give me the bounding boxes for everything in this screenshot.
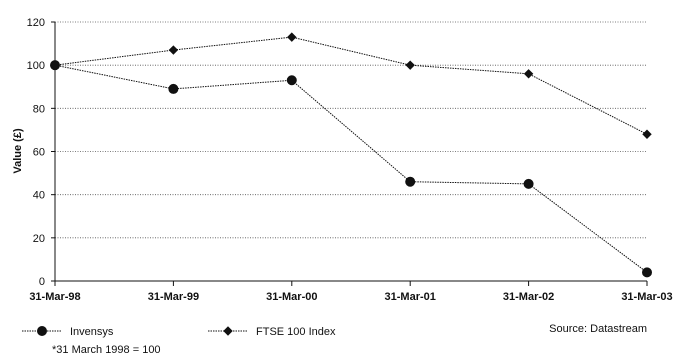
x-tick-label: 31-Mar-03 — [621, 291, 672, 303]
data-point-invensys — [286, 75, 297, 86]
y-tick-label: 0 — [39, 276, 45, 288]
y-tick-label: 80 — [33, 103, 45, 115]
legend-item-invensys: Invensys — [22, 326, 114, 338]
y-axis-label: Value (£) — [12, 128, 24, 174]
y-tick-label: 20 — [33, 233, 45, 245]
data-point-ftse-100-index — [168, 45, 179, 55]
data-point-invensys — [642, 267, 652, 278]
x-ticks: 31-Mar-98 31-Mar-99 31-Mar-00 31-Mar-01 31-M… — [29, 281, 673, 303]
legend-label: FTSE 100 Index — [256, 326, 336, 338]
x-tick-label: 31-Mar-02 — [503, 291, 554, 303]
data-point-ftse-100-index — [287, 32, 297, 42]
y-tick-label: 120 — [27, 17, 45, 29]
data-point-ftse-100-index — [405, 60, 415, 70]
x-tick-label: 31-Mar-98 — [29, 291, 80, 303]
legend-marker — [37, 326, 47, 336]
legend-marker — [223, 326, 233, 336]
y-tick-label: 40 — [33, 190, 45, 202]
series-ftse-100-index — [50, 32, 652, 139]
series-invensys — [50, 60, 652, 278]
y-tick-label: 100 — [27, 60, 45, 72]
gridlines — [55, 21, 647, 239]
source-note: Source: Datastream — [549, 323, 647, 335]
data-point-invensys — [405, 176, 416, 187]
x-tick-label: 31-Mar-01 — [385, 291, 436, 303]
x-tick-label: 31-Mar-99 — [148, 291, 199, 303]
data-point-ftse-100-index — [50, 60, 60, 70]
x-tick-label: 31-Mar-00 — [266, 291, 317, 303]
series-layer — [50, 32, 652, 278]
footnote: *31 March 1998 = 100 — [52, 344, 161, 356]
legend-label: Invensys — [70, 326, 114, 338]
data-point-ftse-100-index — [642, 129, 652, 139]
series-line-ftse-100-index — [54, 36, 648, 135]
data-point-invensys — [523, 178, 534, 189]
legend-item-ftse-100-index: FTSE 100 Index — [208, 326, 336, 338]
data-point-invensys — [168, 83, 179, 94]
data-point-ftse-100-index — [523, 69, 534, 79]
series-line-invensys — [54, 64, 648, 273]
legend: Invensys FTSE 100 Index — [22, 326, 336, 338]
y-tick-label: 60 — [33, 147, 45, 159]
y-ticks: 0 20 40 60 80 100 120 — [27, 17, 55, 288]
